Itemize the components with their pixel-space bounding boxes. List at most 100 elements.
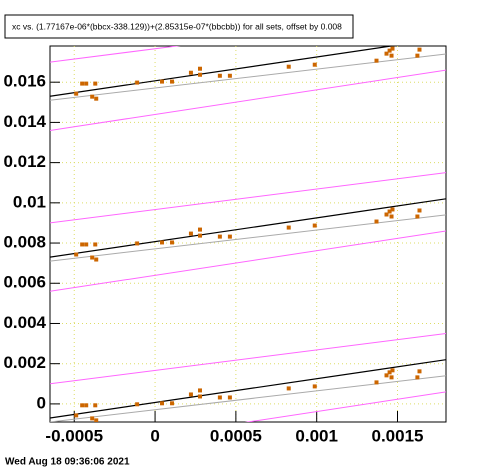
y-tick-label: 0.008 bbox=[3, 233, 46, 252]
fit-line bbox=[50, 46, 181, 63]
data-point bbox=[217, 73, 222, 78]
data-point bbox=[417, 47, 422, 52]
data-point bbox=[197, 227, 202, 232]
fit-line bbox=[50, 198, 446, 258]
data-point bbox=[286, 225, 291, 230]
data-point bbox=[384, 212, 389, 217]
data-point bbox=[217, 234, 222, 239]
data-point bbox=[217, 395, 222, 400]
data-point bbox=[387, 209, 392, 214]
x-tick-label: -0.0005 bbox=[45, 426, 103, 445]
data-point bbox=[135, 241, 140, 246]
data-point bbox=[135, 402, 140, 407]
fit-line bbox=[50, 46, 396, 97]
x-tick-label: 0.0005 bbox=[210, 426, 262, 445]
data-point bbox=[390, 207, 395, 212]
data-point bbox=[227, 395, 232, 400]
data-point bbox=[415, 53, 420, 58]
data-point bbox=[227, 234, 232, 239]
data-point bbox=[389, 375, 394, 380]
data-point bbox=[415, 375, 420, 380]
data-point bbox=[188, 70, 193, 75]
y-tick-label: 0 bbox=[37, 393, 46, 412]
fit-line bbox=[50, 69, 446, 131]
data-point bbox=[135, 80, 140, 85]
data-point bbox=[90, 255, 95, 260]
data-point bbox=[197, 394, 202, 399]
data-point bbox=[188, 231, 193, 236]
data-point bbox=[197, 72, 202, 77]
data-point bbox=[286, 64, 291, 69]
data-point bbox=[93, 242, 98, 247]
footer: Wed Aug 18 09:36:06 2021 bbox=[5, 457, 130, 468]
data-point bbox=[389, 53, 394, 58]
data-point bbox=[93, 403, 98, 408]
data-point bbox=[374, 380, 379, 385]
data-point bbox=[160, 79, 165, 84]
data-point bbox=[374, 58, 379, 63]
x-tick-label: 0.0015 bbox=[372, 426, 424, 445]
y-tick-label: 0.012 bbox=[3, 152, 46, 171]
data-point bbox=[80, 403, 85, 408]
y-tick-label: 0.002 bbox=[3, 353, 46, 372]
fit-line bbox=[50, 359, 446, 419]
fit-line bbox=[50, 53, 446, 101]
data-point bbox=[74, 413, 79, 418]
data-point bbox=[93, 81, 98, 86]
data-point bbox=[286, 386, 291, 391]
y-tick-label: 0.006 bbox=[3, 273, 46, 292]
data-point bbox=[74, 252, 79, 257]
y-tick-label: 0.014 bbox=[3, 112, 46, 131]
fit-line bbox=[50, 230, 446, 292]
data-point bbox=[374, 219, 379, 224]
data-point bbox=[80, 81, 85, 86]
data-point bbox=[90, 416, 95, 421]
data-point bbox=[170, 240, 175, 245]
fit-line bbox=[50, 333, 446, 385]
data-point bbox=[170, 79, 175, 84]
plot-frame bbox=[49, 45, 447, 423]
fit-line bbox=[50, 375, 446, 422]
data-point bbox=[94, 96, 99, 101]
data-point bbox=[90, 94, 95, 99]
fit-line bbox=[50, 214, 446, 262]
data-point bbox=[84, 242, 89, 247]
data-point bbox=[197, 233, 202, 238]
data-point bbox=[415, 214, 420, 219]
data-point bbox=[80, 242, 85, 247]
data-point bbox=[74, 91, 79, 96]
data-point bbox=[312, 62, 317, 67]
y-tick-label: 0.016 bbox=[3, 72, 46, 91]
data-point bbox=[312, 223, 317, 228]
data-point bbox=[417, 369, 422, 374]
fit-line bbox=[50, 172, 446, 224]
data-point bbox=[94, 257, 99, 262]
data-point bbox=[387, 370, 392, 375]
data-point bbox=[188, 392, 193, 397]
data-point bbox=[170, 401, 175, 406]
data-point bbox=[312, 384, 317, 389]
x-tick-label: 0 bbox=[150, 426, 159, 445]
data-point bbox=[417, 208, 422, 213]
y-tick-label: 0.01 bbox=[13, 192, 46, 211]
data-point bbox=[160, 240, 165, 245]
data-point bbox=[94, 418, 99, 422]
data-point bbox=[384, 373, 389, 378]
fit-line bbox=[244, 391, 446, 422]
data-point bbox=[197, 388, 202, 393]
data-point bbox=[390, 368, 395, 373]
data-point bbox=[227, 73, 232, 78]
data-point bbox=[389, 214, 394, 219]
title-box bbox=[4, 14, 354, 39]
data-point bbox=[390, 46, 395, 51]
chart-title: xc vs. (1.77167e-06*(bbcx-338.129))+(2.8… bbox=[12, 21, 342, 31]
data-point bbox=[387, 48, 392, 53]
data-point bbox=[84, 81, 89, 86]
data-point bbox=[160, 401, 165, 406]
data-point bbox=[84, 403, 89, 408]
data-point bbox=[197, 66, 202, 71]
x-tick-label: 0.001 bbox=[295, 426, 338, 445]
y-tick-label: 0.004 bbox=[3, 313, 46, 332]
data-point bbox=[384, 51, 389, 56]
